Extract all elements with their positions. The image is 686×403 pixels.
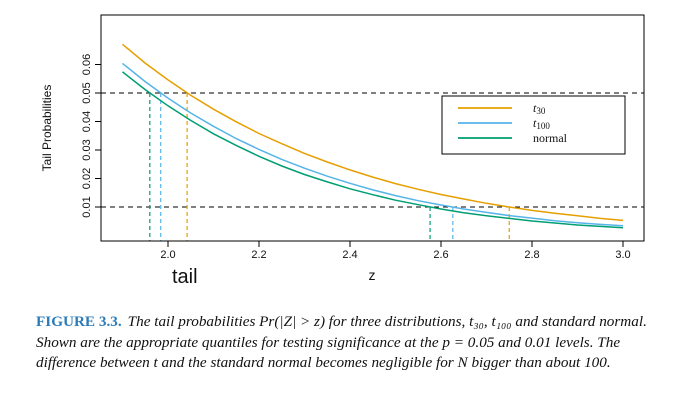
series-line-normal <box>122 71 624 229</box>
y-tick-label: 0.05 <box>81 82 93 103</box>
figure-caption: FIGURE 3.3. The tail probabilities Pr(|Z|… <box>36 312 678 374</box>
series-line-t30 <box>122 43 624 222</box>
x-tick-label: 2.6 <box>433 249 448 261</box>
y-tick-label: 0.06 <box>81 54 93 75</box>
x-tick-label: 2.0 <box>160 249 175 261</box>
reference-lines <box>101 92 644 208</box>
series-lines <box>122 43 624 229</box>
legend-label-t100: t100 <box>533 116 550 131</box>
y-tick-label: 0.03 <box>81 139 93 160</box>
annotation-tail: tail <box>172 266 198 288</box>
series-line-t100 <box>122 62 624 227</box>
legend-label-normal: normal <box>533 131 568 145</box>
caption-text: The tail probabilities Pr(|Z| > z) for t… <box>36 313 647 371</box>
tail-probability-chart: 2.0 2.2 2.4 2.6 2.8 3.0 0.010.020.030.040.050… <box>40 14 645 288</box>
legend-label-t30: t30 <box>533 101 546 116</box>
x-axis: 2.0 2.2 2.4 2.6 2.8 3.0 <box>160 240 631 261</box>
legend-box <box>441 95 626 155</box>
x-tick-label: 2.8 <box>524 249 539 261</box>
y-axis: 0.01 0.02 0.03 0.04 0.05 0.06 <box>81 54 102 218</box>
x-tick-label: 2.2 <box>251 249 266 261</box>
x-tick-label: 3.0 <box>615 249 630 261</box>
y-tick-label: 0.02 <box>81 168 93 189</box>
y-tick-label: 0.01 <box>81 196 93 217</box>
figure-label: FIGURE 3.3. <box>36 313 122 330</box>
x-axis-label: z <box>369 267 376 283</box>
y-axis-label: Tail Probabilities <box>40 85 54 172</box>
y-tick-label: 0.04 <box>81 111 93 132</box>
x-tick-label: 2.4 <box>342 249 357 261</box>
